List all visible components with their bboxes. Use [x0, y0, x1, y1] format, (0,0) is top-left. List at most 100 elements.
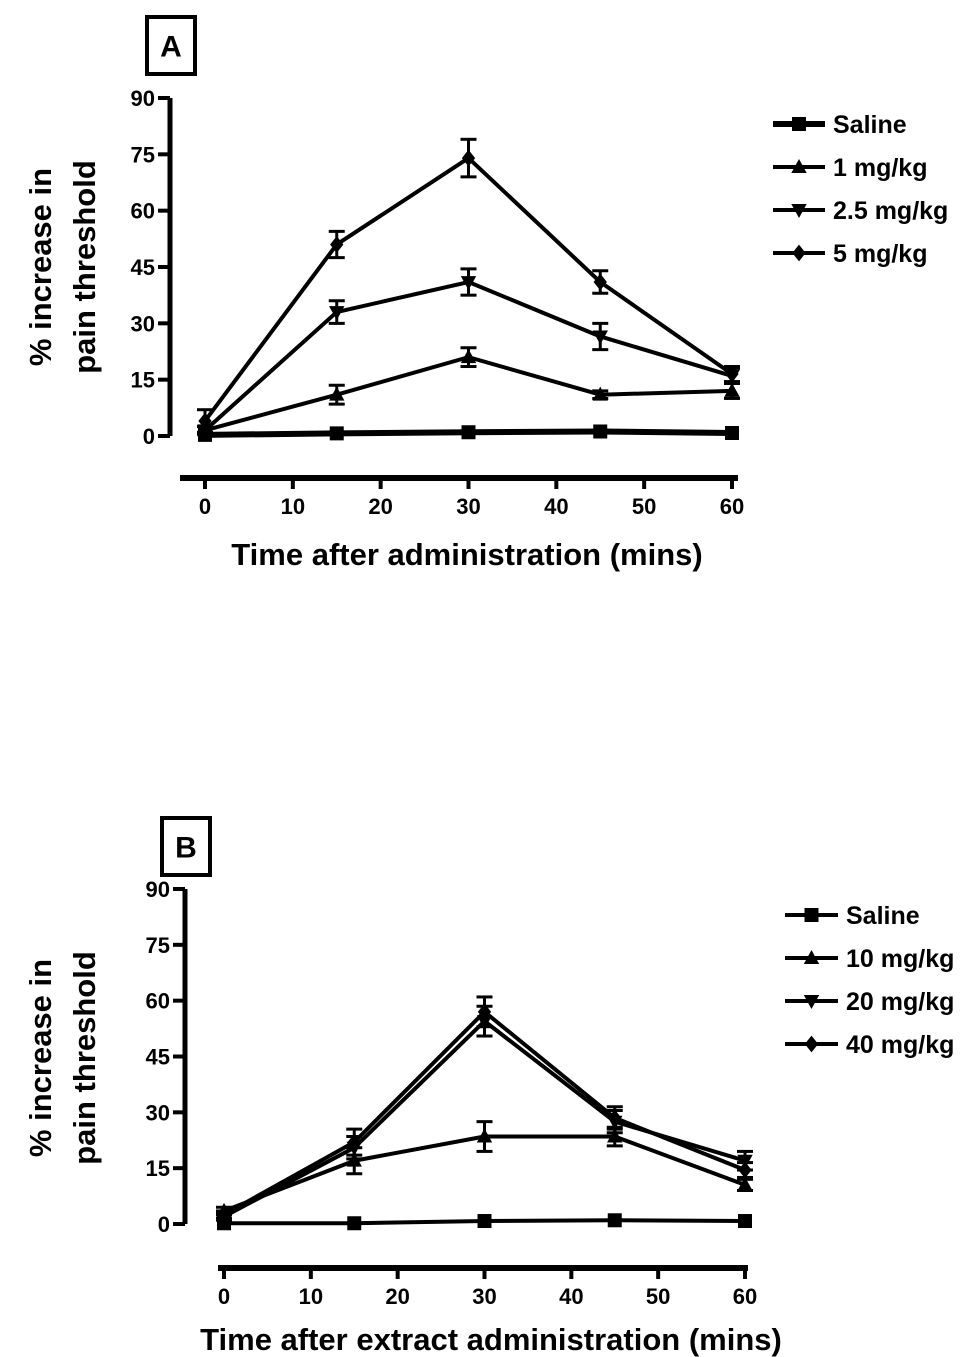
data-point [725, 365, 739, 383]
legend-entry: 40 mg/kg [785, 1031, 954, 1059]
y-axis-title-line-2: pain threshold [67, 160, 102, 374]
legend-label: 1 mg/kg [833, 154, 927, 182]
y-tick-label: 60 [131, 199, 155, 224]
series-10-mg-kg [216, 1120, 753, 1217]
series-40-mg-kg [216, 995, 753, 1224]
data-point [329, 426, 344, 441]
y-tick-label: 90 [146, 877, 170, 902]
series-1-mg-kg [197, 346, 740, 437]
y-tick-label: 60 [146, 989, 170, 1014]
legend-entry: 2.5 mg/kg [773, 197, 948, 225]
data-point [477, 1003, 492, 1021]
series-line [223, 1019, 746, 1219]
data-point [592, 330, 608, 345]
chart-panel-b: B 0 15 30 45 60 75 90 0 10 20 30 40 50 60 Time after ex… [23, 816, 954, 1357]
data-point [607, 1128, 623, 1143]
panel-label: B [175, 832, 197, 865]
legend-marker [791, 158, 807, 173]
x-tick-label: 10 [299, 1284, 323, 1309]
legend-marker [803, 995, 820, 1010]
legend-label: 20 mg/kg [846, 988, 954, 1016]
data-point [593, 424, 608, 439]
data-point [198, 412, 212, 430]
legend-marker [803, 949, 820, 964]
y-tick-label: 75 [131, 142, 155, 167]
y-tick-label: 90 [131, 86, 155, 111]
series-line [223, 1009, 746, 1217]
legend-entry: 5 mg/kg [773, 240, 927, 268]
chart-panel-a: A 0 15 30 45 60 75 90 0 10 20 30 40 50 60 Time after ad… [23, 15, 948, 572]
x-tick-label: 50 [632, 494, 656, 519]
y-axis-title-line-2: pain threshold [67, 951, 102, 1165]
y-tick-label: 0 [143, 424, 155, 449]
x-axis-title: Time after administration (mins) [231, 537, 702, 572]
x-tick-label: 50 [646, 1284, 670, 1309]
x-tick-label: 10 [281, 494, 305, 519]
y-tick-label: 45 [146, 1045, 170, 1070]
x-tick-label: 0 [199, 494, 211, 519]
legend-label: Saline [833, 111, 907, 139]
series-line [204, 355, 733, 433]
y-tick-label: 45 [131, 255, 155, 280]
legend-label: 10 mg/kg [846, 945, 954, 973]
y-tick-label: 0 [158, 1212, 170, 1237]
series-20-mg-kg [216, 1004, 753, 1225]
data-point [592, 386, 608, 401]
data-point [608, 1109, 622, 1127]
legend-entry: 1 mg/kg [773, 154, 927, 182]
legend-marker [804, 1035, 819, 1053]
data-point [476, 1128, 493, 1143]
panel-label-box [160, 816, 212, 877]
y-tick-label: 30 [131, 311, 155, 336]
legend-marker [804, 908, 819, 922]
data-point [737, 1176, 753, 1191]
legend-label: 2.5 mg/kg [833, 197, 948, 225]
x-tick-label: 0 [218, 1284, 230, 1309]
data-point [347, 1216, 362, 1231]
data-point [460, 276, 477, 291]
data-point [330, 236, 344, 253]
legend-label: Saline [846, 902, 920, 930]
data-point [461, 149, 476, 167]
y-axis-title-line-1: % increase in [23, 959, 58, 1157]
data-point [607, 1213, 622, 1228]
legend-entry: Saline [785, 902, 920, 930]
x-tick-label: 40 [544, 494, 568, 519]
data-point [217, 1206, 231, 1224]
x-axis-title: Time after extract administration (mins) [200, 1322, 782, 1357]
legend-marker [792, 244, 806, 262]
data-point [725, 425, 739, 440]
y-tick-label: 30 [146, 1100, 170, 1125]
x-tick-label: 20 [385, 1284, 409, 1309]
series-5-mg-kg [197, 137, 740, 434]
x-tick-label: 20 [368, 494, 392, 519]
series-saline [217, 1213, 752, 1231]
data-point [347, 1133, 361, 1151]
data-point [329, 386, 345, 401]
y-tick-label: 15 [131, 368, 155, 393]
x-tick-label: 60 [733, 1284, 757, 1309]
x-tick-label: 60 [720, 494, 744, 519]
x-tick-label: 40 [559, 1284, 583, 1309]
panel-label: A [160, 31, 182, 64]
legend-entry: Saline [773, 111, 907, 139]
data-point [738, 1161, 752, 1179]
legend-entry: 20 mg/kg [785, 988, 954, 1016]
data-point [460, 349, 477, 364]
x-tick-label: 30 [456, 494, 480, 519]
legend-marker [791, 204, 807, 219]
y-tick-label: 75 [146, 933, 170, 958]
panel-label-box [145, 15, 197, 76]
data-point [461, 425, 476, 440]
legend-marker [792, 117, 806, 131]
series-saline [198, 424, 739, 442]
data-point [593, 273, 607, 291]
y-tick-label: 15 [146, 1156, 170, 1181]
data-point [724, 382, 740, 397]
legend-entry: 10 mg/kg [785, 945, 954, 973]
legend-label: 40 mg/kg [846, 1031, 954, 1059]
y-axis-title-line-1: % increase in [23, 168, 58, 366]
data-point [738, 1214, 752, 1229]
data-point [329, 306, 345, 321]
